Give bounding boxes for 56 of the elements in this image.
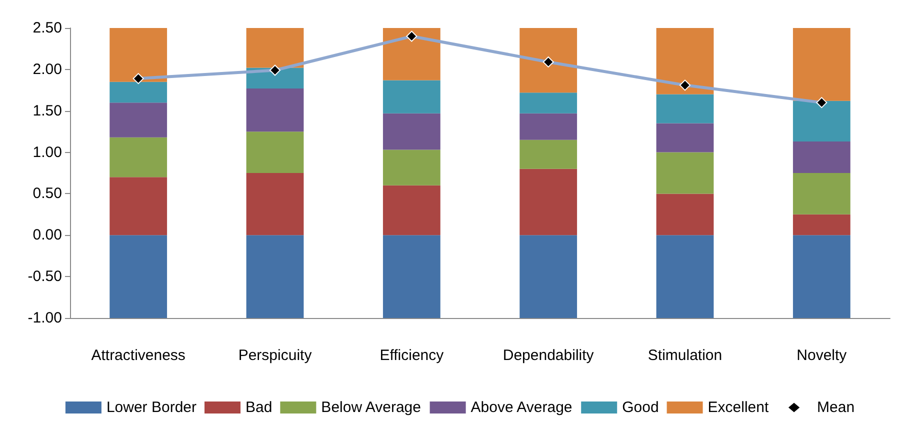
bar (792, 28, 850, 101)
bar (520, 168, 578, 236)
bar (110, 28, 168, 82)
bar (792, 235, 850, 318)
legend-label: Lower Border (106, 399, 196, 416)
bar (792, 100, 850, 142)
x-tick-label: Novelty (796, 347, 848, 364)
y-tick-label: 1.00 (32, 144, 62, 161)
x-tick-label: Efficiency (380, 347, 444, 364)
bar (792, 142, 850, 173)
bar (246, 28, 304, 68)
bar (110, 102, 168, 138)
y-tick-label: -0.50 (28, 268, 62, 286)
y-tick-label: 1.50 (32, 102, 62, 120)
y-tick-label: 0.00 (32, 226, 62, 244)
x-tick-label: Dependability (502, 347, 594, 364)
bar (382, 113, 440, 150)
bar (246, 173, 304, 236)
x-tick-label: Stimulation (648, 347, 722, 364)
bar (656, 152, 714, 194)
bar (110, 235, 168, 318)
bar (110, 177, 168, 236)
bar (382, 28, 440, 80)
bar (656, 235, 714, 318)
legend-label: Excellent (708, 399, 770, 416)
legend-label: Bad (245, 399, 272, 416)
x-tick-label: Attractiveness (91, 347, 186, 364)
bar (382, 80, 440, 114)
bar (520, 235, 578, 318)
y-tick-label: 2.00 (32, 60, 62, 78)
bar (656, 28, 714, 94)
bar (382, 185, 440, 236)
legend-label: Below Average (321, 399, 421, 416)
y-tick-label: -1.00 (28, 310, 62, 326)
bar (382, 150, 440, 186)
bar (520, 113, 578, 140)
bar (520, 140, 578, 169)
bar (246, 235, 304, 318)
bar (246, 88, 304, 132)
legend-label: Good (622, 399, 659, 416)
bar (382, 235, 440, 318)
bar (792, 214, 850, 236)
bar (110, 137, 168, 178)
bar (792, 173, 850, 214)
bar (656, 123, 714, 152)
bar (520, 28, 578, 93)
legend-label: Mean (817, 399, 855, 416)
bar (656, 94, 714, 124)
bar (246, 132, 304, 173)
bar (656, 194, 714, 236)
y-tick-label: 2.50 (32, 20, 62, 36)
bar (520, 92, 578, 114)
bar (110, 82, 168, 103)
legend-label: Above Average (470, 399, 572, 416)
x-tick-label: Perspicuity (238, 347, 312, 364)
y-tick-label: 0.50 (32, 185, 62, 202)
